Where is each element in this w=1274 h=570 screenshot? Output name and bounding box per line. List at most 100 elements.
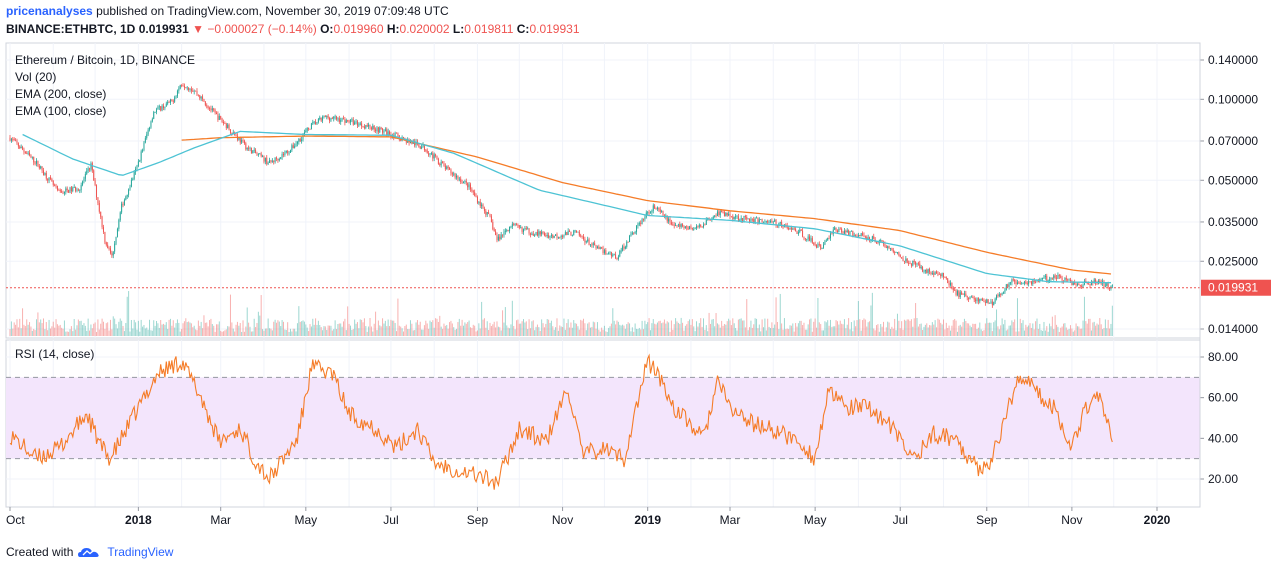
candle-body: [1106, 283, 1108, 286]
candle: [181, 84, 183, 88]
candle-body: [264, 157, 266, 162]
volume-bar: [280, 326, 282, 336]
candle: [1018, 281, 1020, 285]
volume-bar: [415, 322, 417, 336]
volume-bar: [206, 322, 208, 336]
candle: [563, 234, 565, 239]
volume-bar: [94, 322, 96, 336]
candle: [1104, 283, 1106, 288]
volume-bar: [383, 323, 385, 336]
volume-bar: [136, 329, 138, 336]
candle-body: [98, 203, 100, 212]
candle-body: [832, 229, 834, 234]
candle: [643, 218, 645, 222]
candle-body: [446, 166, 448, 170]
author-link[interactable]: pricenanalyses: [6, 4, 93, 18]
candle-body: [824, 241, 826, 245]
candle-body: [823, 244, 825, 248]
candle: [277, 158, 279, 163]
volume-bar: [65, 331, 67, 336]
candle-body: [599, 247, 601, 249]
volume-bar: [1067, 329, 1069, 336]
candle-body: [132, 178, 134, 180]
candle: [592, 241, 594, 248]
candle: [673, 222, 675, 229]
candle-body: [583, 236, 584, 240]
candle: [1065, 275, 1067, 283]
candle: [323, 115, 325, 119]
volume-bar: [242, 320, 244, 336]
candle-body: [87, 168, 89, 171]
volume-bar: [425, 320, 427, 336]
candle: [595, 244, 597, 250]
candle: [581, 235, 583, 239]
main-pane[interactable]: [5, 42, 1201, 339]
candle: [966, 295, 968, 301]
candle-body: [333, 116, 335, 119]
candle-body: [423, 144, 425, 150]
candle: [689, 225, 691, 230]
volume-bar: [1103, 327, 1105, 336]
candle: [703, 222, 705, 229]
candle-body: [963, 293, 965, 295]
candle-body: [730, 216, 732, 218]
volume-bar: [227, 326, 229, 336]
candle-body: [241, 140, 243, 143]
candle: [792, 227, 794, 230]
volume-bar: [1086, 323, 1088, 336]
volume-bar: [216, 324, 218, 336]
candle: [317, 117, 319, 124]
rsi-tick-label: 80.00: [1208, 350, 1238, 364]
candle-body: [504, 230, 506, 232]
volume-bar: [594, 322, 596, 336]
volume-bar: [1096, 323, 1098, 336]
candle: [682, 223, 684, 228]
candle-body: [517, 224, 519, 226]
price-tick-label: 0.035000: [1208, 215, 1258, 229]
volume-bar: [1104, 319, 1106, 336]
candle-body: [207, 106, 209, 109]
candle: [266, 155, 268, 166]
candle-body: [278, 159, 280, 161]
volume-bar: [1072, 331, 1074, 336]
candle: [354, 120, 356, 125]
volume-bar: [218, 321, 220, 336]
volume-bar: [62, 328, 64, 336]
volume-bar: [160, 320, 162, 336]
candle: [26, 151, 28, 155]
candle: [1081, 284, 1083, 289]
volume-bar: [764, 318, 766, 336]
candle-body: [298, 138, 300, 143]
candle-body: [744, 216, 746, 218]
volume-bar: [210, 318, 212, 336]
candle-body: [331, 117, 333, 119]
candle: [349, 119, 351, 126]
candle: [241, 137, 243, 145]
volume-bar: [1053, 329, 1055, 336]
candle-body: [739, 220, 741, 221]
candle-body: [729, 214, 731, 217]
price-axis[interactable]: 0.1400000.1000000.0700000.0500000.035000…: [1200, 53, 1258, 336]
volume-bar: [370, 326, 372, 336]
time-axis[interactable]: Oct 2018 Mar May Jul Sep Nov 2019 Mar May Jul Sep No…: [6, 506, 1200, 527]
candle-body: [493, 229, 495, 232]
candle-body: [527, 228, 529, 230]
candle-body: [853, 235, 855, 236]
candle: [211, 105, 213, 113]
volume-bar: [341, 326, 343, 336]
volume-bar: [96, 331, 98, 336]
candle: [691, 227, 693, 231]
candle-body: [903, 261, 905, 262]
volume-bar: [1071, 328, 1073, 336]
volume-bar: [45, 322, 47, 336]
volume-bar: [432, 320, 434, 336]
candle: [763, 221, 765, 223]
candle-body: [38, 166, 40, 169]
candle: [70, 185, 72, 194]
volume-bar: [137, 320, 139, 336]
rsi-pane[interactable]: [5, 339, 1201, 508]
volume-bar: [214, 331, 216, 336]
tradingview-brand[interactable]: TradingView: [107, 545, 174, 559]
